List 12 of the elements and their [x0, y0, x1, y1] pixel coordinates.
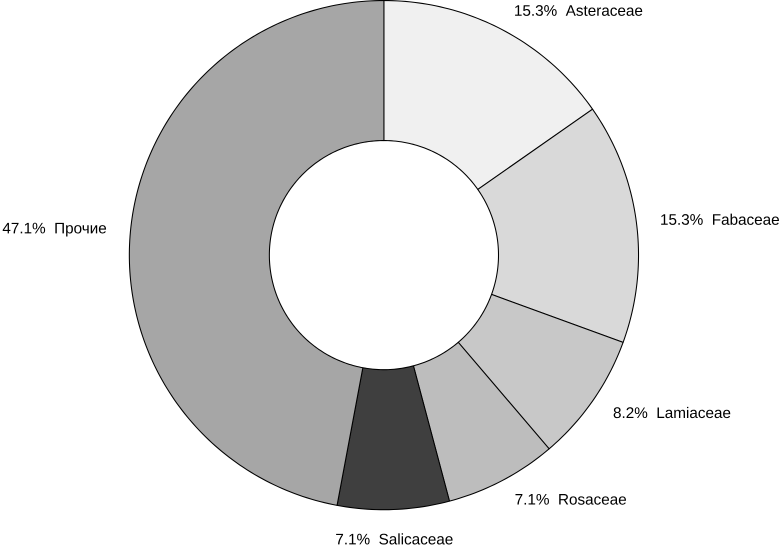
slice-label: Lamiaceae — [658, 406, 730, 418]
slice-label: Salicaceae — [379, 533, 453, 545]
slice-label: Прочие — [55, 222, 106, 237]
data-label: 7.1% — [515, 494, 549, 505]
data-label: 7.1% — [336, 534, 370, 545]
data-label: 8.2% — [614, 407, 648, 418]
slice-label: Rosaceae — [559, 494, 626, 505]
data-label: 15.3% — [661, 214, 703, 225]
slice-label: Asteraceae — [566, 5, 642, 16]
slice-label: Fabaceae — [713, 214, 779, 225]
data-label: 15.3% — [515, 5, 557, 16]
data-label: 47.1% — [2, 222, 46, 234]
